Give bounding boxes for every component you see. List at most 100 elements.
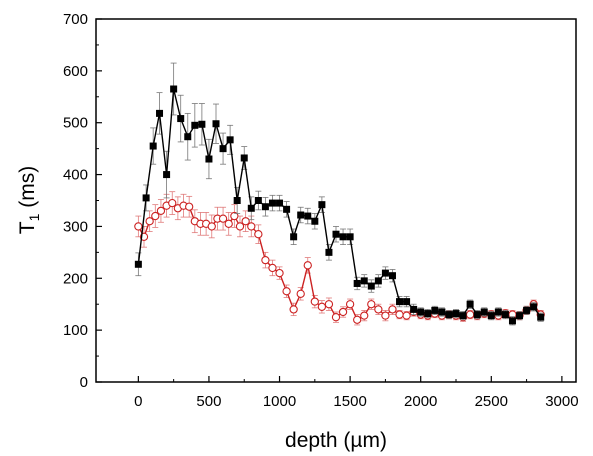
data-point [346,233,354,241]
data-point [410,305,418,313]
series-layer [134,62,545,326]
data-point [537,313,545,321]
data-point [424,310,432,318]
data-point [388,305,397,314]
x-axis-title: depth (µm) [285,429,387,452]
data-point [360,311,369,320]
data-point [480,308,488,316]
data-point [339,233,347,241]
data-point [134,260,142,268]
data-point [403,298,411,306]
data-point [247,204,255,212]
data-point [241,217,250,226]
data-point [297,211,305,219]
data-point [494,308,502,316]
y-tick-label: 0 [80,374,88,391]
data-point [452,310,460,318]
axes-layer: 0 500 1000 1500 2000 2500 3000 0 100 200 300 400 500… [63,11,579,410]
y-axis-title-main: T [16,221,39,234]
data-point [310,297,319,306]
data-point [212,120,220,128]
data-point [207,222,216,231]
plot-frame [95,18,577,383]
series-open-circle [134,191,545,326]
data-point [163,171,171,179]
data-point [388,272,396,280]
y-tick-label: 300 [63,218,88,235]
x-tick-label: 1500 [333,393,366,410]
data-point [367,282,375,290]
data-point [466,300,474,308]
data-point [247,222,256,231]
data-point [142,194,150,202]
data-point [501,311,509,319]
data-point [149,142,157,150]
x-tick-label: 0 [134,393,142,410]
data-point [226,136,234,144]
x-tick-label: 500 [196,393,221,410]
y-tick-label: 100 [63,322,88,339]
data-point [516,312,524,320]
data-point [168,198,177,208]
y-tick-label: 200 [63,270,88,287]
y-tick-label: 400 [63,167,88,184]
data-point [224,219,233,228]
data-point [311,217,319,225]
data-point [332,230,340,238]
data-point [134,222,143,231]
x-tick-label: 3000 [545,393,578,410]
data-point [145,217,154,226]
data-point [304,212,312,220]
data-point [170,85,178,93]
data-point [184,133,192,141]
data-point [465,310,475,319]
data-point [290,233,298,241]
data-point [345,300,355,309]
series-filled-square [134,62,545,326]
data-point [289,305,298,314]
data-point [230,211,239,221]
data-point [353,315,362,324]
x-tick-label: 2000 [404,393,437,410]
x-tick-label: 1000 [263,393,296,410]
data-point [338,307,348,317]
data-point [318,201,326,209]
data-point [381,311,390,320]
data-point [240,154,248,162]
data-point [261,255,270,265]
data-point [402,311,411,320]
data-point [445,311,453,319]
data-point [324,300,334,309]
data-point [395,310,404,319]
data-point [396,298,404,306]
data-point [254,197,262,204]
data-point [261,203,269,211]
data-point [151,211,160,221]
data-point [331,313,341,322]
data-point [374,277,382,285]
data-point [353,279,361,287]
data-point [487,312,495,320]
data-point [185,202,194,211]
data-point [156,109,164,117]
data-point [431,306,439,314]
y-axis-title-sub: 1 [26,213,42,221]
y-axis-title-unit: (ms) [16,166,39,214]
data-point [233,197,241,204]
data-point [275,268,284,278]
data-point [156,206,166,216]
data-point [438,308,446,316]
data-point [268,199,276,207]
data-point [360,277,368,285]
x-tick-label: 2500 [475,393,508,410]
y-tick-label: 600 [63,63,88,80]
y-axis-title: T1 (ms) [16,166,42,234]
data-point [523,306,531,314]
data-point [177,115,185,123]
data-point [381,269,389,277]
data-point [459,312,467,320]
data-point [317,302,327,311]
y-tick-label: 500 [63,115,88,132]
data-point [367,300,376,309]
